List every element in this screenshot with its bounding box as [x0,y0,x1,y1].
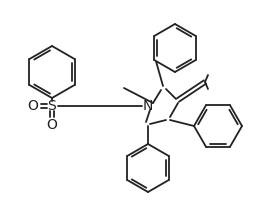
Text: O: O [28,99,38,113]
Text: N: N [143,99,153,113]
Text: O: O [47,118,58,132]
Text: S: S [48,99,56,113]
